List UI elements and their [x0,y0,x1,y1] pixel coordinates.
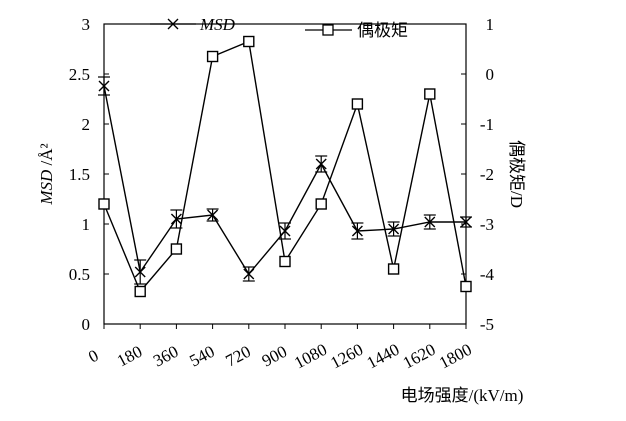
series-dipole-point [170,243,183,255]
y-right-tick-label: -5 [480,315,494,334]
series-msd-point [388,223,400,235]
x-tick-label: 0 [85,346,101,367]
y-left-tick-label: 3 [82,15,91,34]
series-dipole-point [387,263,400,275]
y-right-tick-label: 0 [486,65,495,84]
x-tick-label: 360 [150,342,181,371]
legend: MSD 偶极矩 [150,15,408,40]
series-dipole-point [460,280,472,293]
series-msd-point [243,268,255,280]
series-msd-point [170,213,182,225]
series-msd-point [98,80,110,92]
y-right-tick-label: -1 [480,115,494,134]
series-msd-point [279,225,291,237]
x-tick-label: 720 [223,342,254,371]
legend-dipole-marker [322,24,334,36]
series-dipole-point [351,98,364,110]
series-dipole-line [103,40,467,293]
series-msd-point [460,216,472,228]
series-dipole-point [279,255,291,268]
y-right-tick-label: -2 [480,165,494,184]
y-left-tick-label: 2 [82,115,91,134]
y-right-tick-label: 1 [486,15,495,34]
y-right-tick-label: -4 [480,265,495,284]
legend-dipole-label: 偶极矩 [357,21,408,40]
series-dipole-point [315,198,327,210]
plot-area: 0 0.5 1 1.5 2 2.5 3 -5 -4 -3 -2 -1 0 1 0 180 360 540 720 90… [69,15,495,373]
series-dipole-point [134,285,146,298]
plot-frame [103,23,467,325]
series-msd-point [351,225,363,237]
series-msd-point [315,158,327,170]
x-tick-label: 900 [259,342,290,371]
y-axis-right-title: 偶极矩/D [507,140,526,208]
y-left-tick-label: 1.5 [69,165,90,184]
series-msd-point [134,266,146,278]
x-tick-label: 1440 [364,340,403,373]
y-left-tick-label: 0 [82,315,91,334]
x-tick-label: 1260 [327,340,366,373]
x-tick-label: 1080 [291,340,330,373]
series-dipole-point [98,198,110,210]
y-left-tick-label: 0.5 [69,265,90,284]
x-tick-label: 180 [114,342,145,371]
x-tick-label: 1620 [400,340,439,373]
y-left-tick-label: 2.5 [69,65,90,84]
series-dipole-point [206,50,219,63]
y-left-tick-label: 1 [82,215,91,234]
x-tick-label: 1800 [436,340,475,373]
series-msd-point [207,209,219,221]
series-msd-point [424,216,436,228]
series-dipole-point [424,88,436,100]
y-right-tick-label: -3 [480,215,494,234]
x-tick-label: 540 [186,342,217,371]
y-axis-left-title: MSD /Å² [37,143,56,205]
series-dipole-point [243,35,255,48]
x-axis-title: 电场强度/(kV/m) [401,386,524,405]
